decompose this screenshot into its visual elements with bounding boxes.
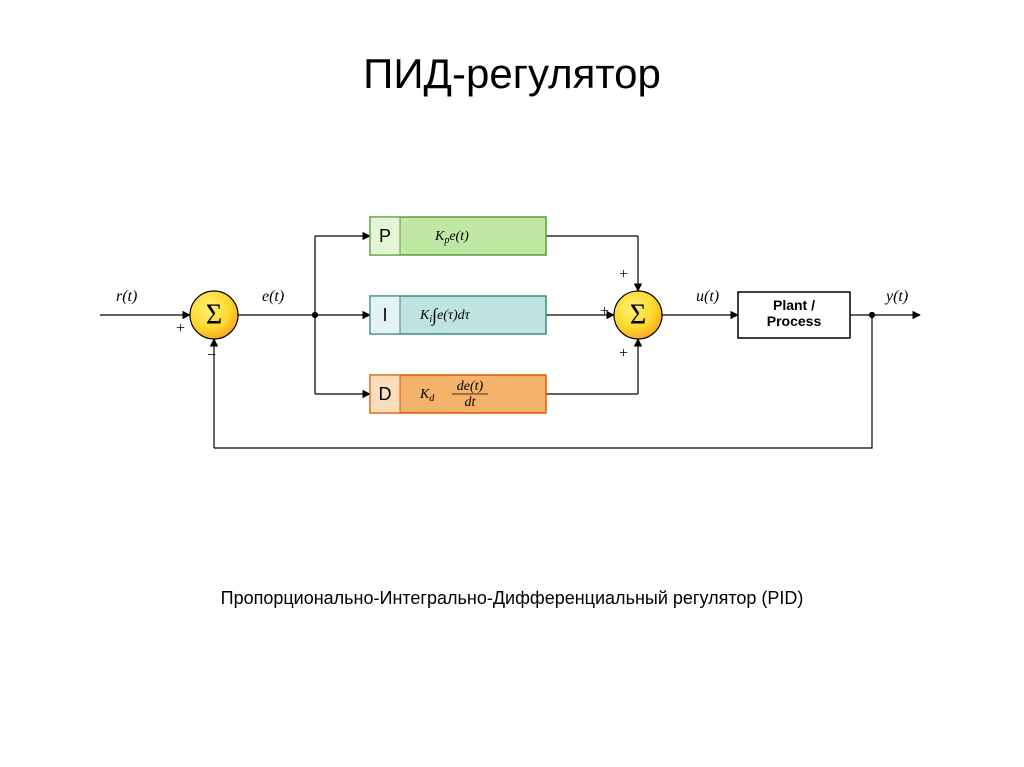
p-letter: P — [379, 226, 391, 246]
sum2-plus-p-sign: + — [619, 266, 628, 283]
sum2-plus-d-sign: + — [619, 345, 628, 362]
p-formula: Kpe(t) — [434, 229, 469, 246]
i-letter: I — [382, 305, 387, 325]
sum2-plus-i-sign: + — [600, 303, 609, 320]
signal-u-label: u(t) — [696, 288, 719, 305]
plant-label-2: Process — [767, 313, 822, 329]
p-block: P Kpe(t) — [370, 217, 546, 255]
i-block: I Ki∫e(τ)dτ — [370, 296, 546, 334]
wire-group — [100, 236, 920, 448]
sigma-symbol-2: Σ — [630, 300, 646, 331]
sigma-symbol-1: Σ — [206, 300, 222, 331]
pid-block-diagram: Σ Σ P Kpe(t) I Ki∫e(τ)dτ D Kd de(t) — [0, 0, 1024, 767]
sum1-minus-sign: − — [207, 347, 216, 364]
sum-node-1: Σ — [190, 291, 238, 339]
d-letter: D — [379, 384, 392, 404]
plant-label-1: Plant / — [773, 297, 815, 313]
d-block: D Kd de(t) dt — [370, 375, 546, 413]
sum-node-2: Σ — [614, 291, 662, 339]
plant-block: Plant / Process — [738, 292, 850, 338]
sum1-plus-sign: + — [176, 320, 185, 337]
svg-text:dt: dt — [465, 395, 477, 410]
signal-y-label: y(t) — [884, 288, 908, 305]
signal-r-label: r(t) — [116, 288, 137, 305]
signal-e-label: e(t) — [262, 288, 284, 305]
svg-text:de(t): de(t) — [457, 379, 484, 394]
